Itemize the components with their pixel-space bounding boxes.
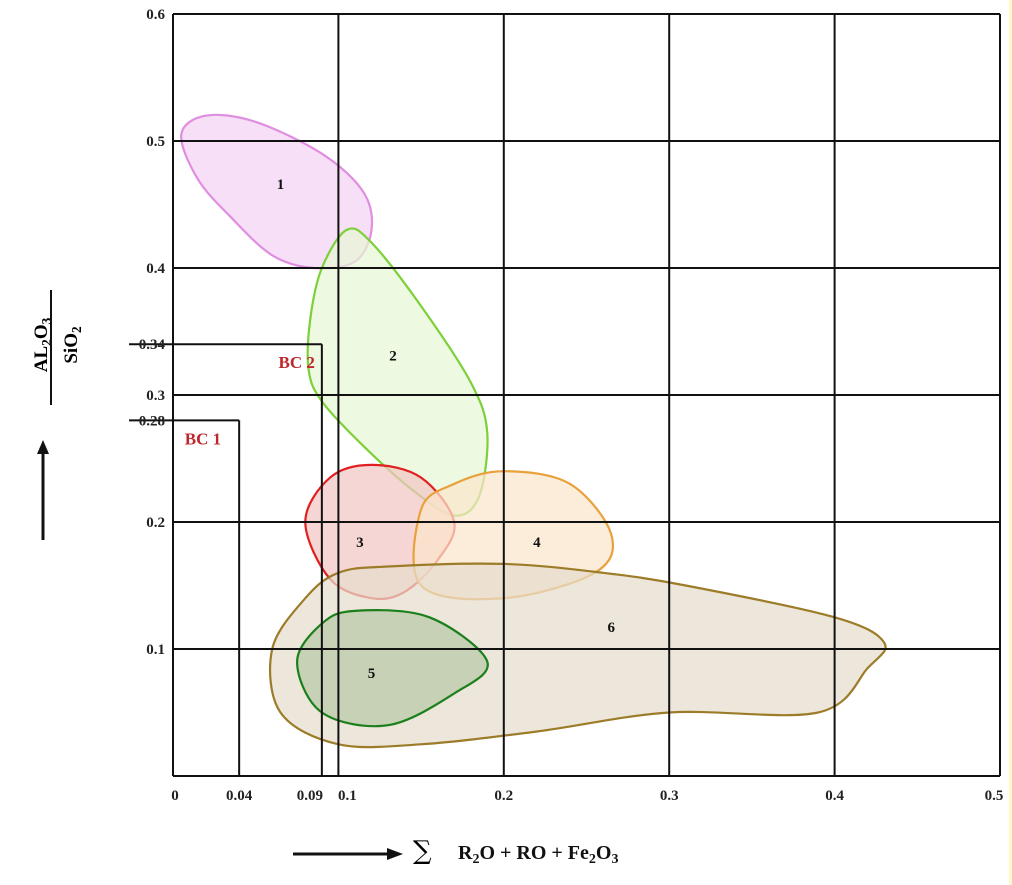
y-tick-label: 0.4 [146, 261, 165, 277]
x-tick-label: 0.1 [338, 788, 357, 804]
x-tick-label: 0.04 [226, 788, 253, 804]
y-tick-label: 0.34 [139, 337, 166, 353]
sigma-symbol: ∑ [413, 836, 432, 866]
zone-5 [295, 609, 489, 728]
y-tick-label: 0.3 [146, 388, 165, 404]
x-tick-label: 0.2 [494, 788, 513, 804]
grid [172, 13, 1001, 777]
zone-label-2: 2 [389, 348, 397, 364]
sample-label: BC 1 [185, 429, 221, 448]
y-tick-label: 0.2 [146, 515, 165, 531]
zone-label-4: 4 [533, 535, 541, 551]
page-edge-strip [1009, 0, 1012, 885]
x-tick-label: 0.4 [825, 788, 844, 804]
x-tick-label: 0 [171, 788, 179, 804]
y-tick-label: 0.1 [146, 642, 165, 658]
tick-layer: 0.10.20.280.30.340.40.50.60 0.04 0.09 0.1 0.… [139, 7, 1004, 804]
y-tick-label: 0.5 [146, 134, 165, 150]
zone-label-1: 1 [277, 177, 285, 193]
y-tick-label: 0.28 [139, 413, 165, 429]
label-layer: 1 2 3 4 6 5 [277, 177, 616, 682]
zone-label-5: 5 [368, 666, 376, 682]
y-axis-arrow-icon [37, 440, 49, 540]
zone-label-3: 3 [356, 535, 364, 551]
y-tick-label: 0.6 [146, 7, 165, 23]
y-axis-denominator: SiO2 [61, 326, 84, 364]
sample-layer: BC 1 BC 2 [129, 343, 323, 776]
fraction-bar [50, 290, 52, 405]
x-tick-label: 0.09 [297, 788, 323, 804]
x-axis-arrow-icon [293, 848, 403, 860]
sample-label: BC 2 [278, 353, 314, 372]
zone-label-6: 6 [608, 620, 616, 636]
x-tick-label: 0.3 [660, 788, 679, 804]
y-axis-label: AL2O3 SiO2 [8, 285, 84, 405]
x-tick-label: 0.5 [985, 788, 1004, 804]
zone-layer [180, 113, 887, 749]
x-axis-label: R2O + RO + Fe2O3 [458, 842, 619, 868]
